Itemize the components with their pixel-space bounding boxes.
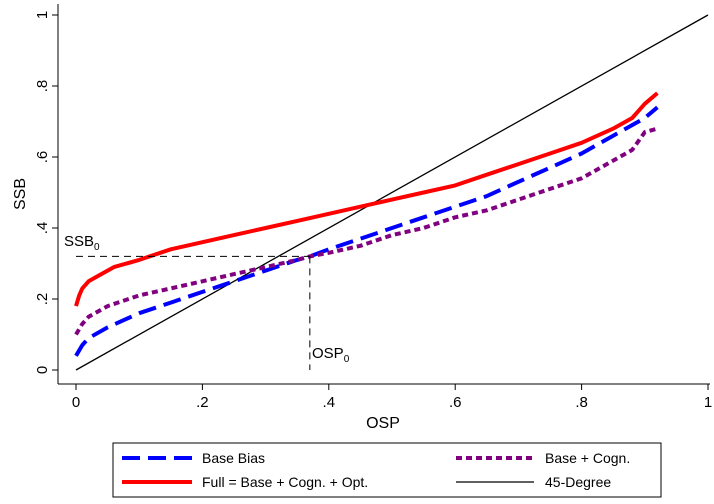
osp0-label: OSP0	[312, 345, 350, 365]
y-axis-title: SSB	[12, 178, 29, 210]
legend-label-45-degree: 45-Degree	[545, 474, 611, 490]
legend: Base Bias Base + Cogn. Full = Base + Cogn.…	[112, 442, 662, 498]
ssb0-label: SSB0	[64, 233, 100, 253]
y-tick-label: .2	[34, 293, 51, 306]
plot-frame	[58, 4, 708, 384]
x-axis-title: OSP	[366, 415, 400, 432]
legend-label-base-cogn: Base + Cogn.	[545, 450, 630, 466]
x-tick-label: .8	[575, 394, 588, 411]
series-line-45-degree	[75, 14, 709, 371]
y-tick-label: 1	[34, 11, 51, 19]
series-line-base-bias	[74, 105, 659, 357]
y-tick-label: 0	[34, 366, 51, 374]
series-line-base-cogn	[74, 126, 658, 336]
annotations: SSB0 OSP0	[64, 233, 350, 370]
x-tick-label: .6	[449, 394, 462, 411]
legend-label-full-base-cogn-opt: Full = Base + Cogn. + Opt.	[202, 474, 368, 490]
y-tick-label: .8	[34, 80, 51, 93]
y-tick-label: .4	[34, 222, 51, 235]
x-tick-label: 1	[704, 394, 712, 411]
x-tick-label: .2	[196, 394, 209, 411]
y-tick-label: .6	[34, 151, 51, 164]
x-tick-label: .4	[323, 394, 336, 411]
plot-area	[58, 4, 709, 384]
x-tick-label: 0	[72, 394, 80, 411]
axes: 0 .2 .4 .6 .8 1 0 .2 .4 .6 .8 1 OSP SSB	[12, 4, 712, 432]
series-line-full-base-cogn-opt	[74, 91, 659, 307]
legend-box	[112, 442, 662, 498]
legend-label-base-bias: Base Bias	[202, 450, 265, 466]
